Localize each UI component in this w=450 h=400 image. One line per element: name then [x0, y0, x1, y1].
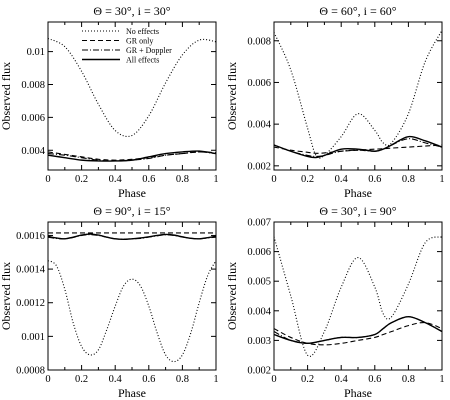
y-tick-label: 0.004 — [247, 306, 271, 317]
x-axis-label: Phase — [344, 386, 372, 400]
series-group — [48, 232, 216, 363]
y-tick-label: 0.0014 — [16, 265, 46, 276]
series-no-effects — [274, 236, 442, 357]
legend-label: GR only — [126, 37, 153, 46]
y-tick-label: 0.006 — [247, 247, 271, 258]
x-tick-label: 0.4 — [109, 374, 123, 385]
y-tick-label: 0.002 — [247, 366, 271, 377]
y-axis-label: Observed flux — [225, 62, 239, 130]
panel-title: Θ = 60°, i = 60° — [319, 4, 396, 18]
y-tick-label: 0.004 — [21, 146, 45, 157]
x-tick-label: 0.8 — [176, 174, 189, 185]
y-tick-label: 0.0012 — [16, 298, 45, 309]
x-tick-label: 0.8 — [176, 374, 189, 385]
y-tick-label: 0.006 — [21, 113, 45, 124]
series-all-effects — [48, 150, 216, 162]
series-no-effects — [48, 260, 216, 363]
y-axis-label: Observed flux — [0, 62, 13, 130]
plot-frame — [273, 221, 443, 371]
y-tick-label: 0.0008 — [16, 366, 45, 377]
x-tick-label: 0.2 — [75, 174, 88, 185]
x-axis-label: Phase — [344, 186, 372, 200]
series-no-effects — [48, 37, 216, 138]
x-tick-label: 1 — [439, 374, 444, 385]
y-tick-label: 0.003 — [247, 336, 271, 347]
x-tick-label: 1 — [439, 174, 444, 185]
series-group — [48, 37, 216, 162]
series-all-effects — [274, 135, 442, 159]
x-axis-label: Phase — [118, 386, 146, 400]
panel-title: Θ = 90°, i = 15° — [93, 204, 170, 218]
y-tick-label: 0.01 — [27, 47, 45, 58]
plot-frame — [273, 21, 443, 171]
x-tick-label: 0.6 — [368, 174, 381, 185]
panel-title: Θ = 30°, i = 30° — [93, 4, 170, 18]
y-axis-label: Observed flux — [225, 262, 239, 330]
series-all-effects — [274, 316, 442, 345]
x-tick-label: 1 — [213, 374, 218, 385]
y-tick-label: 0.004 — [247, 120, 271, 131]
series-no-effects — [274, 30, 442, 159]
x-tick-label: 1 — [213, 174, 218, 185]
x-tick-label: 0.4 — [109, 174, 123, 185]
plot-frame — [47, 221, 217, 371]
x-axis-label: Phase — [118, 186, 146, 200]
series-gr-doppler — [48, 151, 216, 162]
y-tick-label: 0.005 — [247, 277, 271, 288]
x-tick-label: 0 — [271, 374, 276, 385]
legend-label: All effects — [126, 56, 159, 65]
panel-4: 0 0.2 0.4 0.6 0.8 1 0.002 0.003 0.004 0.005 0.006 0… — [225, 204, 445, 400]
series-gr-only — [274, 144, 442, 154]
y-tick-label: 0.008 — [21, 80, 45, 91]
y-tick-label: 0.001 — [21, 332, 45, 343]
y-tick-label: 0.007 — [247, 218, 271, 229]
x-tick-label: 0.6 — [142, 174, 155, 185]
x-tick-label: 0.2 — [75, 374, 88, 385]
x-tick-label: 0.4 — [335, 174, 349, 185]
series-gr-doppler — [274, 138, 442, 158]
x-tick-label: 0 — [45, 374, 50, 385]
y-tick-label: 0.002 — [247, 161, 271, 172]
series-all-effects — [48, 233, 216, 241]
y-tick-label: 0.008 — [247, 36, 271, 47]
legend-label: No effects — [126, 27, 159, 36]
x-tick-label: 0.6 — [368, 374, 381, 385]
legend-label: GR + Doppler — [126, 46, 172, 55]
x-tick-label: 0.6 — [142, 374, 155, 385]
y-axis-label: Observed flux — [0, 262, 13, 330]
x-tick-label: 0.8 — [402, 374, 415, 385]
panel-title: Θ = 30°, i = 90° — [319, 204, 396, 218]
x-tick-label: 0 — [45, 174, 50, 185]
panel-3: 0 0.2 0.4 0.6 0.8 1 0.0008 0.001 0.0012 0.0014 0.0… — [0, 204, 219, 400]
x-tick-label: 0.2 — [301, 174, 314, 185]
panel-2: 0 0.2 0.4 0.6 0.8 1 0.002 0.004 0.006 0.008 Θ = 60… — [225, 4, 445, 200]
x-tick-label: 0 — [271, 174, 276, 185]
y-tick-label: 0.0016 — [16, 231, 45, 242]
x-tick-label: 0.4 — [335, 374, 349, 385]
y-tick-label: 0.006 — [247, 78, 271, 89]
x-tick-label: 0.2 — [301, 374, 314, 385]
series-gr-only — [274, 322, 442, 346]
series-group — [274, 30, 442, 159]
panel-1: 0 0.2 0.4 0.6 0.8 1 0.004 0.006 0.008 0.01 Θ = 30°… — [0, 4, 219, 200]
series-group — [274, 236, 442, 357]
x-tick-label: 0.8 — [402, 174, 415, 185]
